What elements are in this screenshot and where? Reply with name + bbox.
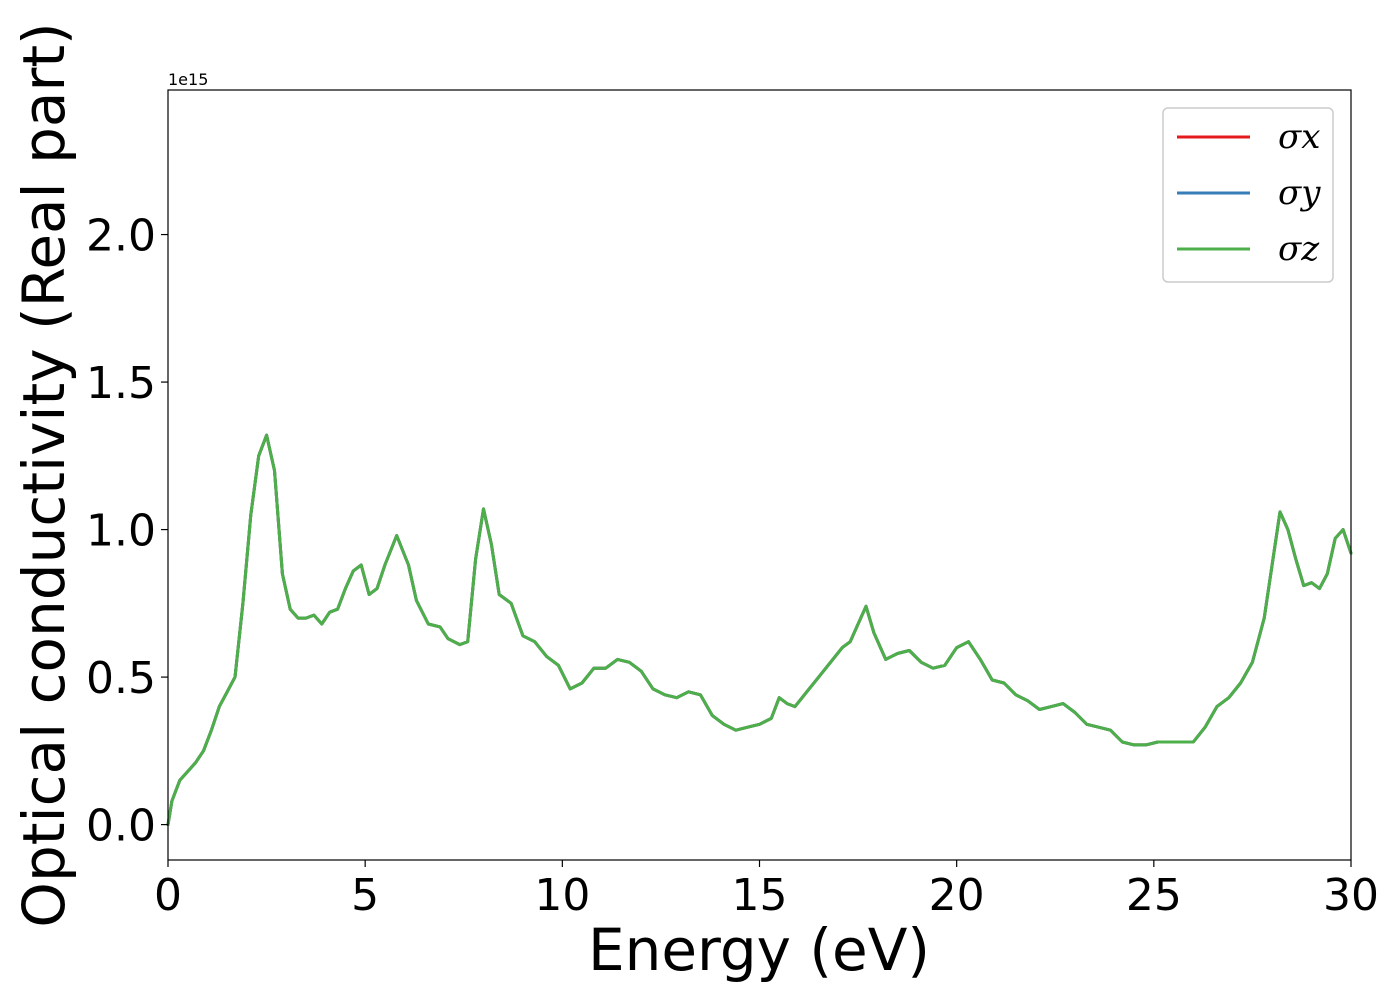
legend: σx σy σz [1162, 107, 1334, 283]
legend-label-1: σx [1278, 117, 1320, 157]
x-tick-label: 20 [929, 870, 985, 921]
y-tick-label: 1.0 [86, 506, 156, 557]
y-tick-label: 0.0 [86, 801, 156, 852]
x-tick-label: 10 [534, 870, 590, 921]
y-offset-label: 1e15 [168, 70, 208, 89]
y-axis-title: Optical conductivity (Real part) [10, 22, 78, 927]
x-tick-label: 30 [1323, 870, 1379, 921]
x-axis-title: Energy (eV) [588, 916, 930, 984]
x-tick-label: 0 [154, 870, 182, 921]
x-tick-label: 5 [351, 870, 379, 921]
y-tick-label: 2.0 [86, 211, 156, 262]
y-axis: 0.0 0.5 1.0 1.5 2.0 [86, 211, 168, 852]
plot-area [166, 433, 1353, 827]
legend-label-2: σy [1278, 173, 1321, 213]
legend-label-3: σz [1278, 229, 1320, 269]
y-tick-label: 0.5 [86, 653, 156, 704]
series-line-3 [166, 433, 1353, 827]
x-tick-label: 25 [1126, 870, 1182, 921]
y-tick-label: 1.5 [86, 358, 156, 409]
x-axis: 0 5 10 15 20 25 30 [154, 860, 1379, 921]
legend-box [1162, 107, 1334, 283]
x-tick-label: 15 [732, 870, 788, 921]
